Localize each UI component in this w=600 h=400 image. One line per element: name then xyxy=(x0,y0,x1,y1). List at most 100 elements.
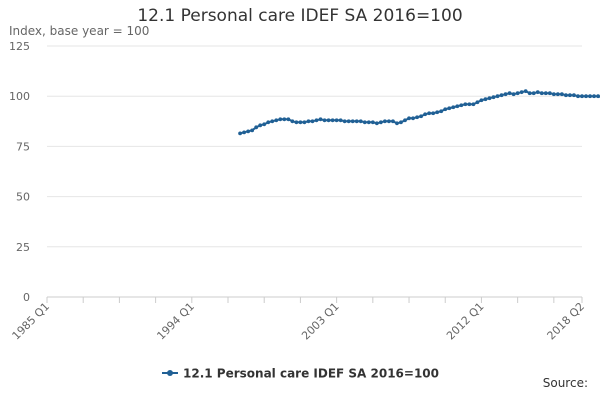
data-point xyxy=(358,119,363,124)
data-point xyxy=(250,128,255,133)
data-point xyxy=(387,119,391,124)
data-point xyxy=(334,118,339,123)
y-tick-label: 0 xyxy=(23,291,30,304)
data-point xyxy=(527,91,532,96)
data-point xyxy=(318,117,323,122)
x-tick-label: 1985 Q1 xyxy=(10,300,53,343)
data-point xyxy=(286,117,291,122)
data-point xyxy=(519,90,524,95)
x-tick-label: 2003 Q1 xyxy=(299,300,342,343)
data-point xyxy=(246,129,251,134)
legend[interactable]: 12.1 Personal care IDEF SA 2016=100 xyxy=(162,367,439,381)
data-point xyxy=(427,111,432,116)
data-point xyxy=(531,91,536,96)
data-point xyxy=(354,119,359,124)
series-line xyxy=(238,89,600,136)
data-point xyxy=(596,94,600,99)
data-point xyxy=(382,119,387,124)
data-point xyxy=(475,100,480,105)
data-point xyxy=(580,94,584,99)
data-point xyxy=(282,117,287,122)
data-point xyxy=(479,98,484,103)
data-point xyxy=(439,109,444,114)
data-point xyxy=(254,125,259,130)
data-point xyxy=(499,93,504,98)
data-point xyxy=(568,93,572,98)
y-gridlines xyxy=(47,45,582,248)
data-point xyxy=(559,92,564,97)
data-point xyxy=(451,105,456,110)
data-point xyxy=(274,118,279,123)
data-point xyxy=(278,117,283,122)
data-point xyxy=(306,119,311,124)
data-point xyxy=(290,119,295,124)
data-point xyxy=(584,94,588,99)
data-point xyxy=(443,107,448,112)
data-point xyxy=(523,89,528,94)
data-point xyxy=(483,97,488,102)
data-point xyxy=(572,93,576,98)
y-axis-label: Index, base year = 100 xyxy=(9,24,150,38)
data-point xyxy=(415,115,419,120)
data-point xyxy=(592,94,596,99)
data-point xyxy=(467,102,472,107)
data-point xyxy=(435,110,440,115)
data-point xyxy=(576,94,580,99)
data-point xyxy=(362,120,367,125)
data-point xyxy=(459,103,464,108)
y-tick-label: 25 xyxy=(16,241,30,254)
data-point xyxy=(495,94,500,99)
data-point xyxy=(238,131,242,136)
legend-label[interactable]: 12.1 Personal care IDEF SA 2016=100 xyxy=(183,367,439,381)
data-point xyxy=(455,104,460,109)
data-point xyxy=(322,118,327,123)
data-point xyxy=(350,119,355,124)
x-axis-ticks: 1985 Q1 1994 Q1 2003 Q1 2012 Q1 2018 Q2 xyxy=(10,300,588,343)
data-point xyxy=(310,119,315,124)
data-point xyxy=(515,91,520,96)
data-point xyxy=(411,116,415,121)
data-point xyxy=(487,96,492,101)
legend-marker-symbol xyxy=(167,370,173,376)
data-point xyxy=(346,119,351,124)
data-point xyxy=(399,120,403,125)
data-point xyxy=(555,92,560,97)
data-point xyxy=(588,94,592,99)
data-point xyxy=(471,102,476,107)
data-point xyxy=(507,91,512,96)
data-point xyxy=(511,92,516,97)
x-tick-label: 2018 Q2 xyxy=(545,300,588,343)
data-point xyxy=(342,119,347,124)
data-point xyxy=(463,102,468,107)
data-point xyxy=(370,120,375,125)
data-point xyxy=(543,91,548,96)
data-point xyxy=(302,120,307,125)
data-point xyxy=(391,119,395,124)
source-label: Source: xyxy=(542,376,588,390)
data-point xyxy=(431,111,436,116)
data-point xyxy=(564,93,568,98)
y-axis-ticks: 0 25 50 75 100 125 xyxy=(9,40,30,304)
data-point xyxy=(314,118,319,123)
y-tick-label: 75 xyxy=(16,140,30,153)
data-point xyxy=(270,119,275,124)
data-point xyxy=(403,118,407,123)
x-axis xyxy=(46,296,583,303)
data-point xyxy=(330,118,335,123)
data-point xyxy=(395,121,399,126)
data-point xyxy=(266,120,271,125)
series-path xyxy=(239,90,600,135)
data-point xyxy=(338,118,343,123)
data-point xyxy=(298,120,303,125)
data-point xyxy=(503,92,508,97)
data-point xyxy=(447,106,452,111)
y-tick-label: 50 xyxy=(16,191,30,204)
chart-title: 12.1 Personal care IDEF SA 2016=100 xyxy=(137,6,463,26)
data-point xyxy=(262,122,267,127)
data-point xyxy=(491,95,496,100)
data-point xyxy=(258,123,263,128)
data-point xyxy=(326,118,331,123)
data-point xyxy=(374,121,379,126)
